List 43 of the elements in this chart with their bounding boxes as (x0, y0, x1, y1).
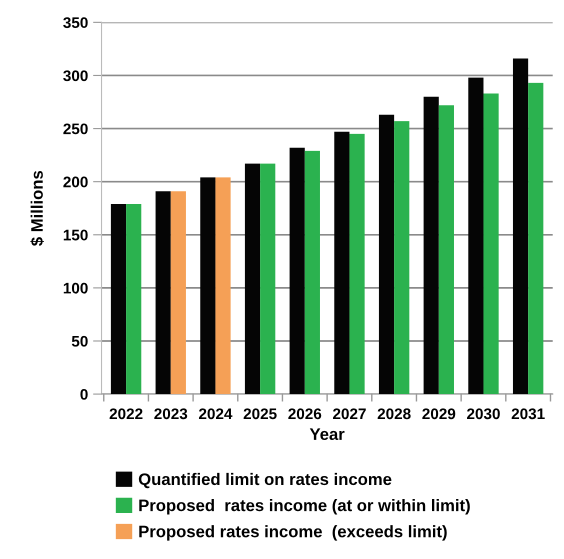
bar (394, 121, 410, 394)
bar (334, 132, 350, 394)
x-tick-label: 2030 (467, 408, 500, 420)
bar (483, 94, 499, 394)
bar (156, 191, 171, 394)
legend-label: Proposed rates income (at or within limit) (139, 499, 470, 515)
x-tick-label: 2027 (332, 408, 366, 420)
bar (528, 82, 544, 394)
legend-label: Quantified limit on rates income (138, 472, 392, 488)
bar (468, 78, 484, 394)
bar (304, 150, 320, 394)
bar (424, 96, 439, 394)
bar (215, 177, 231, 394)
y-tick-label: 250 (63, 123, 88, 134)
bar (438, 105, 454, 394)
x-tick-label: 2023 (154, 408, 188, 420)
y-tick-label: 300 (63, 70, 88, 82)
x-tick-label: 2031 (512, 408, 545, 420)
bar (126, 204, 142, 394)
y-tick-label: 150 (64, 230, 88, 240)
legend-label: Proposed rates income (exceeds limit) (139, 525, 447, 541)
y-tick-label: 200 (63, 176, 88, 188)
bar (260, 164, 276, 394)
bar (512, 58, 528, 394)
x-tick-label: 2024 (198, 408, 232, 420)
bar (200, 177, 216, 394)
bar (170, 191, 186, 394)
x-tick-label: 2029 (422, 408, 456, 420)
y-tick-label: 50 (72, 336, 88, 347)
y-tick-label: 0 (80, 388, 88, 400)
x-tick-label: 2025 (244, 408, 277, 420)
bar (378, 114, 394, 394)
x-tick-label: 2028 (378, 408, 411, 420)
x-tick-label: 2022 (110, 408, 142, 420)
x-axis-title: Year (310, 428, 344, 440)
bar (244, 164, 260, 394)
y-axis-title: $ Millions (30, 170, 44, 246)
bar (349, 134, 365, 394)
bar (110, 204, 126, 394)
y-tick-label: 100 (64, 282, 88, 294)
x-tick-label: 2026 (288, 408, 322, 420)
y-tick-label: 350 (63, 17, 88, 28)
bar (290, 148, 305, 394)
